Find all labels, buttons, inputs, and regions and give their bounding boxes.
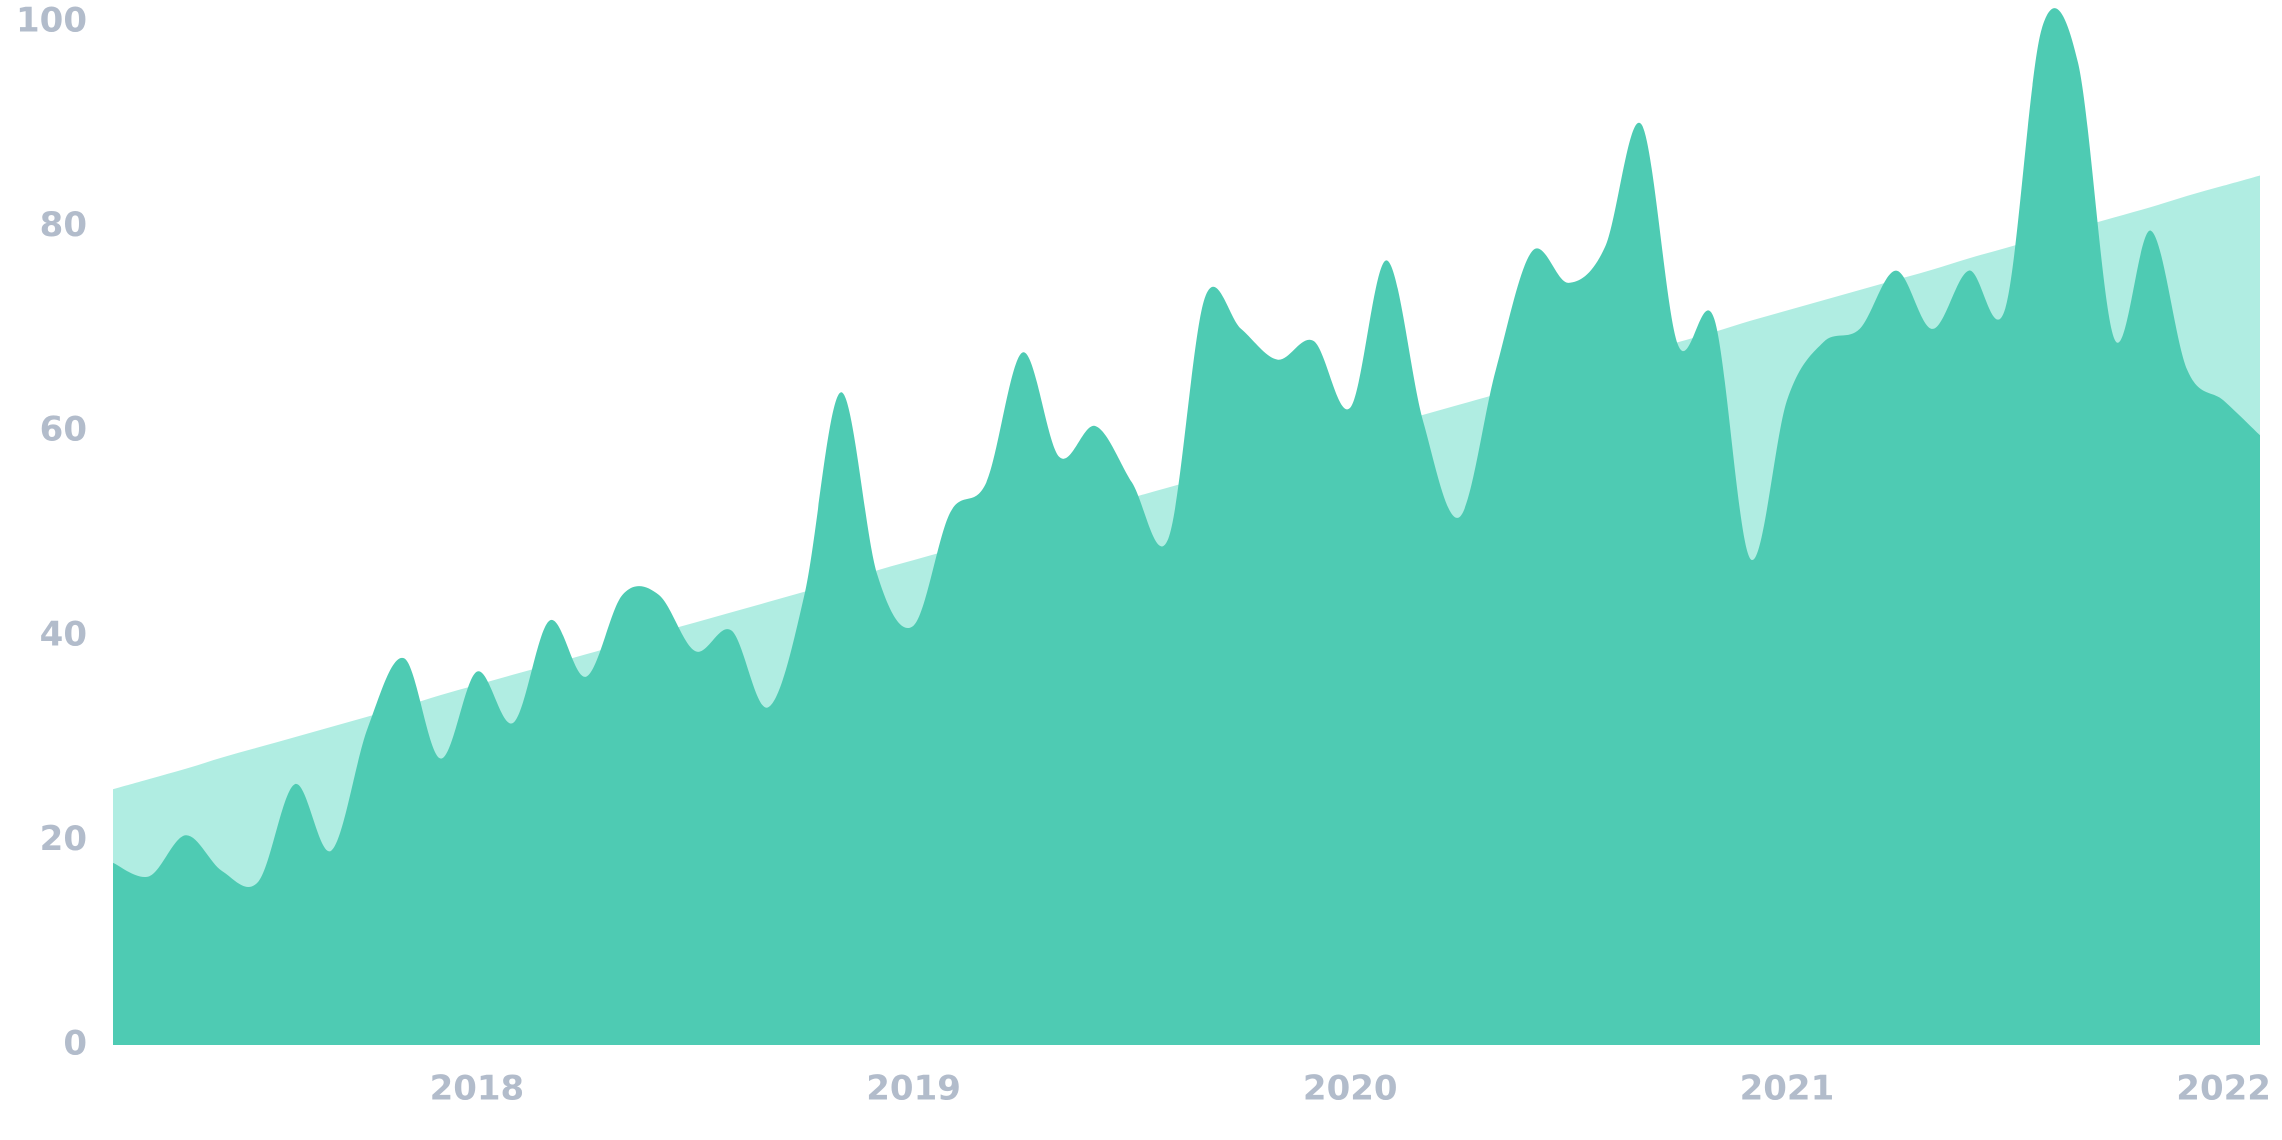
y-tick-label: 100 <box>16 1 87 41</box>
x-tick-label: 2021 <box>1740 1069 1835 1109</box>
y-tick-label: 80 <box>40 205 87 245</box>
y-tick-label: 0 <box>63 1024 87 1064</box>
x-tick-label: 2018 <box>430 1069 525 1109</box>
y-tick-label: 60 <box>40 410 87 450</box>
x-tick-label: 2022 <box>2176 1069 2271 1109</box>
x-tick-label: 2020 <box>1303 1069 1398 1109</box>
x-tick-label: 2019 <box>866 1069 961 1109</box>
y-tick-label: 40 <box>40 614 87 654</box>
y-tick-label: 20 <box>40 819 87 859</box>
area <box>113 8 2260 1045</box>
